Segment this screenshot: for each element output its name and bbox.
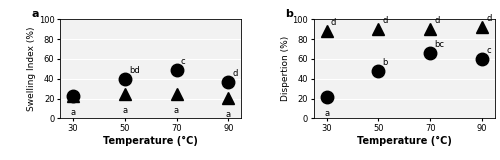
Text: a: a xyxy=(31,9,38,19)
X-axis label: Temperature (°C): Temperature (°C) xyxy=(103,136,198,146)
Text: d: d xyxy=(331,18,336,27)
Y-axis label: Swelling Index (%): Swelling Index (%) xyxy=(27,27,36,111)
Text: a: a xyxy=(122,106,128,115)
Text: a: a xyxy=(324,109,330,118)
Text: c: c xyxy=(180,57,186,66)
Text: d: d xyxy=(434,16,440,25)
Text: b: b xyxy=(382,58,388,67)
Y-axis label: Dispertion (%): Dispertion (%) xyxy=(280,36,289,101)
Text: a: a xyxy=(226,110,231,119)
Text: c: c xyxy=(486,46,491,55)
Text: a: a xyxy=(70,108,76,117)
Text: b: b xyxy=(285,9,292,19)
Text: a: a xyxy=(174,106,179,115)
X-axis label: Temperature (°C): Temperature (°C) xyxy=(357,136,452,146)
Text: bd: bd xyxy=(129,66,140,75)
Text: d: d xyxy=(382,16,388,25)
Text: d: d xyxy=(232,68,238,78)
Text: bc: bc xyxy=(434,40,444,49)
Text: d: d xyxy=(486,14,492,23)
